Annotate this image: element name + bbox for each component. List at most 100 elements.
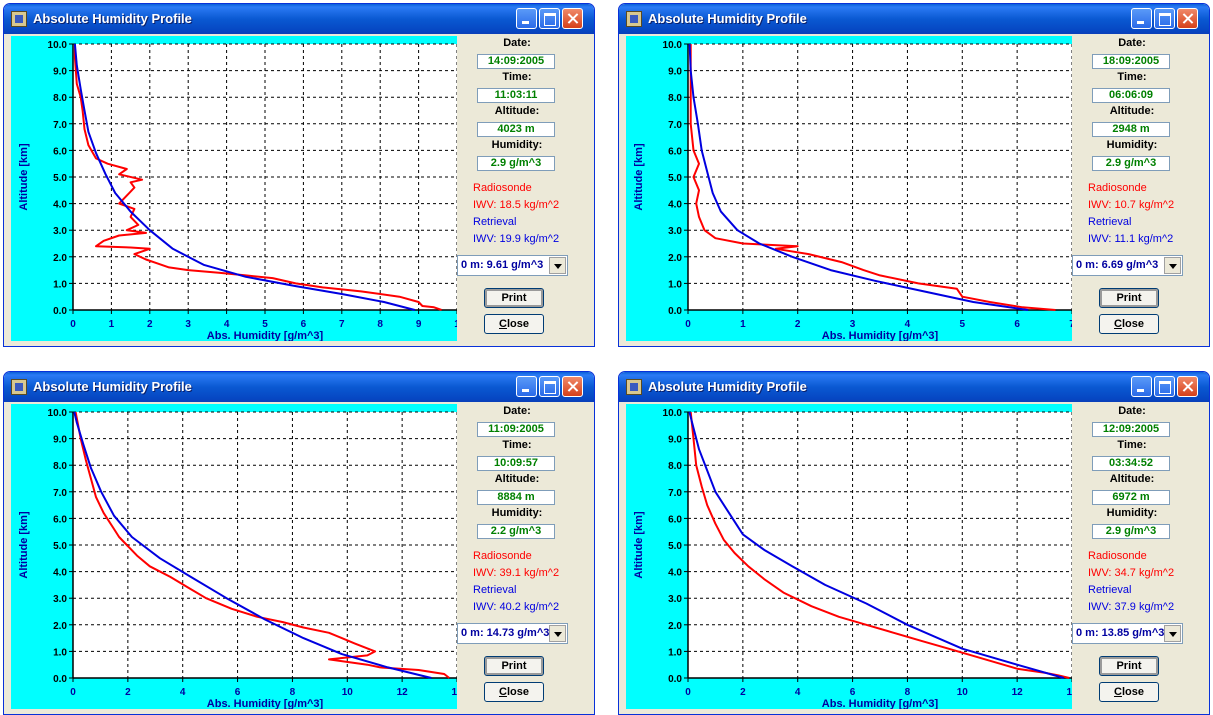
x-tick-label: 6 [235, 687, 241, 698]
chevron-down-icon[interactable] [549, 257, 566, 274]
y-tick-label: 6.0 [668, 514, 682, 525]
maximize-icon[interactable] [1154, 8, 1175, 29]
app-icon[interactable] [11, 379, 27, 395]
close-icon[interactable] [1177, 8, 1198, 29]
y-tick-label: 7.0 [53, 488, 67, 499]
humidity-field: 2.9 g/m^3 [477, 156, 555, 171]
humidity-chart: 0.01.02.03.04.05.06.07.08.09.010.00 2 4 6 8 1… [11, 404, 457, 709]
y-tick-label: 10.0 [663, 408, 683, 419]
print-button[interactable]: Print [1099, 656, 1159, 676]
y-tick-label: 8.0 [53, 93, 67, 104]
title-bar[interactable]: Absolute Humidity Profile [4, 372, 594, 402]
info-panel: Date: 11:09:2005 Time: 10:09:57 Altitude… [457, 404, 592, 709]
humidity-field: 2.9 g/m^3 [1092, 524, 1170, 539]
y-tick-label: 2.0 [53, 253, 67, 264]
time-label: Time: [457, 71, 577, 83]
retrieval-iwv: IWV: 11.1 kg/m^2 [1088, 233, 1173, 245]
close-icon[interactable] [1177, 376, 1198, 397]
chevron-down-icon[interactable] [1164, 625, 1181, 642]
title-bar[interactable]: Absolute Humidity Profile [619, 372, 1209, 402]
app-icon[interactable] [11, 11, 27, 27]
close-button[interactable]: Close [484, 682, 544, 702]
app-icon[interactable] [626, 11, 642, 27]
x-tick-label: 10 [957, 687, 969, 698]
title-bar[interactable]: Absolute Humidity Profile [4, 4, 594, 34]
level-select-value: 0 m: 13.85 g/m^3 [1076, 627, 1164, 639]
close-icon[interactable] [562, 8, 583, 29]
altitude-field: 4023 m [477, 122, 555, 137]
y-tick-label: 4.0 [53, 568, 67, 579]
close-icon[interactable] [562, 376, 583, 397]
y-tick-label: 9.0 [668, 67, 682, 78]
print-button[interactable]: Print [484, 288, 544, 308]
humidity-window: Absolute Humidity Profile 0.0 1.0 2.0 3.0 4.… [3, 3, 595, 347]
radiosonde-label: Radiosonde [1088, 182, 1147, 194]
title-bar[interactable]: Absolute Humidity Profile [619, 4, 1209, 34]
minimize-icon[interactable] [1131, 8, 1152, 29]
x-tick-label: 8 [905, 687, 911, 698]
humidity-chart: 0.01.02.03.04.05.06.07.08.09.010.00 2 4 6 8 1… [626, 404, 1072, 709]
close-button[interactable]: Close [1099, 682, 1159, 702]
minimize-icon[interactable] [1131, 376, 1152, 397]
y-tick-label: 0.0 [668, 306, 682, 317]
x-tick-label: 3 [850, 319, 856, 330]
y-tick-label: 3.0 [668, 226, 682, 237]
chevron-down-icon[interactable] [549, 625, 566, 642]
window-title: Absolute Humidity Profile [648, 379, 807, 394]
level-select[interactable]: 0 m: 9.61 g/m^3 [457, 255, 568, 276]
x-tick-label: 4 [905, 319, 911, 330]
level-select[interactable]: 0 m: 14.73 g/m^3 [457, 623, 568, 644]
altitude-field: 2948 m [1092, 122, 1170, 137]
y-tick-label: 3.0 [53, 226, 67, 237]
close-button-label: lose [1122, 318, 1144, 330]
close-button-accel: C [499, 686, 507, 698]
time-field: 10:09:57 [477, 456, 555, 471]
humidity-label: Humidity: [457, 507, 577, 519]
level-select-value: 0 m: 9.61 g/m^3 [461, 259, 543, 271]
close-button[interactable]: Close [1099, 314, 1159, 334]
radiosonde-iwv: IWV: 34.7 kg/m^2 [1088, 567, 1174, 579]
y-tick-label: 8.0 [668, 93, 682, 104]
level-select[interactable]: 0 m: 13.85 g/m^3 [1072, 623, 1183, 644]
y-tick-label: 10.0 [48, 408, 68, 419]
minimize-icon[interactable] [516, 376, 537, 397]
maximize-icon[interactable] [539, 376, 560, 397]
y-tick-label: 3.0 [53, 594, 67, 605]
print-button[interactable]: Print [1099, 288, 1159, 308]
y-tick-label: 2.0 [53, 621, 67, 632]
minimize-icon[interactable] [516, 8, 537, 29]
level-select-value: 0 m: 14.73 g/m^3 [461, 627, 549, 639]
x-tick-label: 0 [685, 687, 691, 698]
close-button-label: lose [1122, 686, 1144, 698]
y-tick-label: 7.0 [668, 120, 682, 131]
humidity-field: 2.9 g/m^3 [1092, 156, 1170, 171]
radiosonde-iwv: IWV: 39.1 kg/m^2 [473, 567, 559, 579]
y-tick-label: 8.0 [53, 461, 67, 472]
x-tick-label: 7 [339, 319, 345, 330]
close-button[interactable]: Close [484, 314, 544, 334]
humidity-window: Absolute Humidity Profile 0.0 1.0 2.0 3.0 4.… [3, 371, 595, 715]
humidity-label: Humidity: [1072, 139, 1192, 151]
info-panel: Date: 14:09:2005 Time: 11:03:11 Altitude… [457, 36, 592, 341]
level-select[interactable]: 0 m: 6.69 g/m^3 [1072, 255, 1183, 276]
print-button[interactable]: Print [484, 656, 544, 676]
y-tick-label: 9.0 [53, 435, 67, 446]
maximize-icon[interactable] [1154, 376, 1175, 397]
retrieval-label: Retrieval [473, 584, 516, 596]
y-tick-label: 5.0 [53, 173, 67, 184]
altitude-field: 8884 m [477, 490, 555, 505]
time-label: Time: [1072, 71, 1192, 83]
y-axis-title: Altitude [km] [633, 143, 645, 211]
close-button-accel: C [499, 318, 507, 330]
app-icon[interactable] [626, 379, 642, 395]
maximize-icon[interactable] [539, 8, 560, 29]
x-tick-label: 5 [262, 319, 268, 330]
y-tick-label: 4.0 [668, 200, 682, 211]
y-tick-label: 4.0 [53, 200, 67, 211]
x-axis-title: Abs. Humidity [g/m^3] [207, 698, 324, 709]
date-field: 14:09:2005 [477, 54, 555, 69]
x-tick-label: 1 [109, 319, 115, 330]
chevron-down-icon[interactable] [1164, 257, 1181, 274]
close-button-accel: C [1114, 318, 1122, 330]
date-label: Date: [457, 37, 577, 49]
